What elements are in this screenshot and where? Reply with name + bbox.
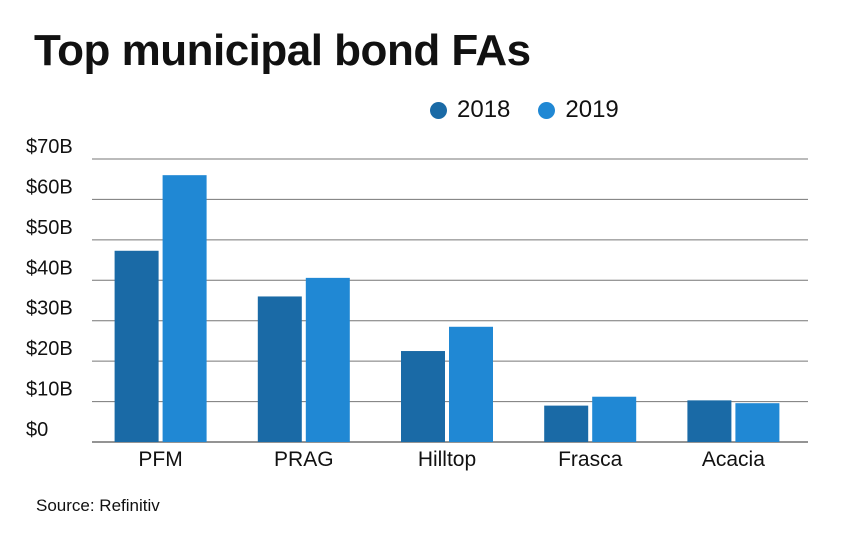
y-tick-label: $30B xyxy=(26,298,73,320)
legend-item-2018: 2018 xyxy=(430,96,510,124)
bar-frasca-2018 xyxy=(544,405,589,442)
x-tick-label: Acacia xyxy=(702,448,765,471)
bar-hilltop-2018 xyxy=(401,351,445,442)
bar-pfm-2019 xyxy=(162,175,207,442)
source-note: Source: Refinitiv xyxy=(36,496,160,515)
y-tick-label: $10B xyxy=(26,379,73,401)
y-tick-label: $50B xyxy=(26,217,73,239)
bar-prag-2019 xyxy=(305,277,350,442)
y-tick-label: $70B xyxy=(26,136,73,158)
legend-swatch-2018 xyxy=(430,101,447,119)
legend: 2018 2019 xyxy=(430,96,647,124)
chart-title: Top municipal bond FAs xyxy=(34,26,531,75)
y-tick-label: $60B xyxy=(26,176,73,198)
legend-swatch-2019 xyxy=(538,101,556,119)
x-tick-label: PFM xyxy=(138,448,182,471)
bar-acacia-2018 xyxy=(687,400,732,442)
bar-prag-2018 xyxy=(257,296,302,442)
legend-label-2019: 2019 xyxy=(565,96,619,123)
y-tick-label: $40B xyxy=(26,257,73,279)
legend-label-2018: 2018 xyxy=(457,96,511,123)
x-tick-label: PRAG xyxy=(274,448,334,471)
y-tick-label: $20B xyxy=(26,338,73,360)
bar-hilltop-2019 xyxy=(449,326,493,442)
bar-frasca-2019 xyxy=(592,396,637,442)
x-tick-label: Frasca xyxy=(558,448,623,471)
bar-pfm-2018 xyxy=(114,250,159,442)
y-tick-label: $0 xyxy=(26,419,48,441)
bar-acacia-2019 xyxy=(735,403,780,442)
x-tick-label: Hilltop xyxy=(418,448,476,471)
legend-item-2019: 2019 xyxy=(538,96,619,124)
